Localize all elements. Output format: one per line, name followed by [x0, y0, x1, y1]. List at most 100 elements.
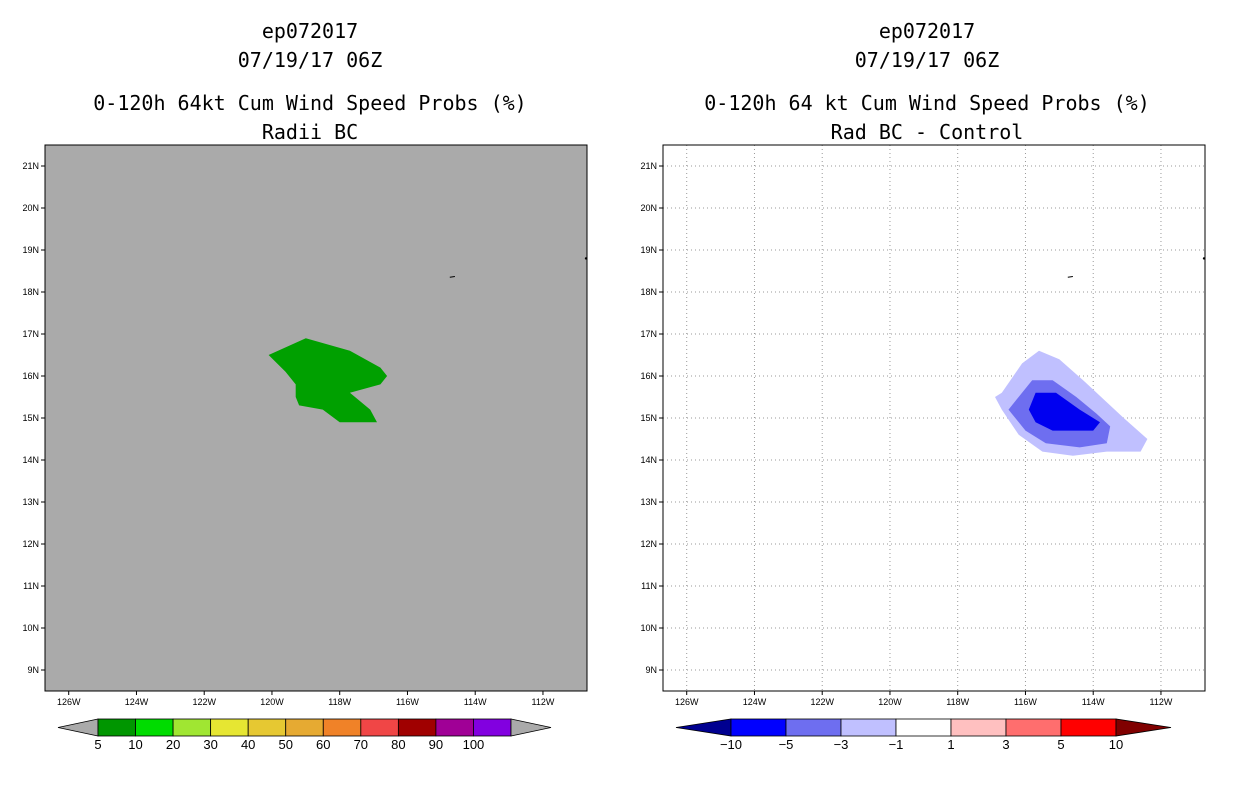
colorbar-label: −3: [834, 737, 849, 752]
colorbar-label: 100: [463, 737, 485, 752]
colorbar-label: 5: [94, 737, 101, 752]
colorbar-label: 3: [1002, 737, 1009, 752]
colorbar-swatch: [473, 718, 512, 737]
y-tick-label: 14N: [640, 455, 657, 465]
y-tick-label: 15N: [22, 413, 39, 423]
colorbar-over-triangle: [510, 718, 552, 737]
x-tick-label: 114W: [1082, 697, 1105, 707]
y-tick-label: 13N: [22, 497, 39, 507]
y-tick-label: 10N: [22, 623, 39, 633]
colorbar-under-triangle: [675, 718, 732, 737]
colorbar-swatch: [1060, 718, 1117, 737]
right-datetime: 07/19/17 06Z: [854, 48, 1000, 72]
y-tick-label: 13N: [640, 497, 657, 507]
colorbar-label: 50: [278, 737, 292, 752]
colorbar-label: 10: [128, 737, 142, 752]
colorbar-swatch: [950, 718, 1007, 737]
colorbar-swatch: [397, 718, 437, 737]
y-tick-label: 16N: [640, 371, 657, 381]
y-tick-label: 9N: [27, 665, 39, 675]
left-contour-5-10: [268, 338, 388, 423]
right-chart-title: 0-120h 64 kt Cum Wind Speed Probs (%): [704, 91, 1150, 115]
left-chart-subtitle: Radii BC: [261, 120, 359, 144]
colorbar-swatch: [172, 718, 212, 737]
y-tick-label: 15N: [640, 413, 657, 423]
y-tick-label: 20N: [640, 203, 657, 213]
colorbar-label: 1: [947, 737, 954, 752]
x-tick-label: 112W: [1150, 697, 1173, 707]
y-tick-label: 20N: [22, 203, 39, 213]
x-tick-label: 122W: [192, 697, 216, 707]
colorbar-swatch: [840, 718, 897, 737]
colorbar-label: −1: [889, 737, 904, 752]
colorbar-swatch: [97, 718, 136, 737]
right-map-panel: 126W 124W 122W 120W 118W 116W 114W 112W 21N 20N 19…: [640, 144, 1206, 707]
y-tick-label: 21N: [640, 161, 657, 171]
colorbar-label: 60: [316, 737, 330, 752]
x-tick-label: 112W: [532, 697, 555, 707]
left-datetime: 07/19/17 06Z: [237, 48, 383, 72]
island-marker: [1067, 275, 1073, 278]
x-tick-label: 126W: [675, 697, 699, 707]
y-tick-label: 17N: [22, 329, 39, 339]
colorbar-label: −5: [779, 737, 794, 752]
right-contour--10-to-5: [1028, 392, 1100, 431]
colorbar-swatch: [322, 718, 362, 737]
left-storm-id: ep072017: [261, 19, 359, 43]
y-tick-label: 18N: [22, 287, 39, 297]
x-tick-label: 124W: [743, 697, 767, 707]
island-marker: [449, 275, 455, 278]
colorbar-label: 80: [391, 737, 405, 752]
y-tick-label: 12N: [22, 539, 39, 549]
y-tick-label: 9N: [645, 665, 657, 675]
y-tick-label: 11N: [23, 581, 39, 591]
y-tick-label: 17N: [640, 329, 657, 339]
colorbar-swatch: [285, 718, 324, 737]
colorbar-label: 90: [429, 737, 443, 752]
x-tick-label: 126W: [57, 697, 81, 707]
y-tick-label: 19N: [22, 245, 39, 255]
y-tick-label: 21N: [22, 161, 39, 171]
x-tick-label: 122W: [810, 697, 834, 707]
right-colorbar: −10 −5 −3 −1 1 3 5 10: [675, 718, 1172, 752]
colorbar-label: 30: [203, 737, 217, 752]
x-tick-label: 124W: [125, 697, 149, 707]
x-tick-label: 116W: [1014, 697, 1037, 707]
colorbar-swatch: [1005, 718, 1062, 737]
left-chart-title: 0-120h 64kt Cum Wind Speed Probs (%): [93, 91, 527, 115]
colorbar-swatch: [135, 718, 174, 737]
x-tick-label: 116W: [396, 697, 419, 707]
left-map-background: [45, 145, 587, 691]
y-tick-label: 19N: [640, 245, 657, 255]
colorbar-swatch: [435, 718, 474, 737]
x-tick-label: 118W: [328, 697, 351, 707]
y-tick-label: 16N: [22, 371, 39, 381]
colorbar-label: −10: [720, 737, 742, 752]
colorbar-swatch: [785, 718, 842, 737]
left-map-panel: 126W 124W 122W 120W 118W 116W 114W 112W 21N 20N 19…: [22, 144, 588, 707]
y-tick-label: 14N: [22, 455, 39, 465]
colorbar-label: 10: [1109, 737, 1123, 752]
right-storm-id: ep072017: [878, 19, 976, 43]
x-tick-label: 120W: [878, 697, 902, 707]
colorbar-label: 20: [166, 737, 180, 752]
left-colorbar: 5 10 20 30 40 50 60 70 80 90 100: [57, 718, 552, 752]
colorbar-label: 40: [241, 737, 255, 752]
y-tick-label: 12N: [640, 539, 657, 549]
colorbar-over-triangle: [1115, 718, 1172, 737]
colorbar-swatch: [730, 718, 787, 737]
colorbar-label: 70: [354, 737, 368, 752]
x-tick-label: 118W: [946, 697, 969, 707]
colorbar-swatch: [360, 718, 399, 737]
y-tick-label: 10N: [640, 623, 657, 633]
colorbar-under-triangle: [57, 718, 99, 737]
y-tick-label: 11N: [641, 581, 657, 591]
colorbar-label: 5: [1057, 737, 1064, 752]
colorbar-swatch: [895, 718, 952, 737]
colorbar-swatch: [210, 718, 249, 737]
y-tick-label: 18N: [640, 287, 657, 297]
x-tick-label: 120W: [260, 697, 284, 707]
colorbar-swatch: [247, 718, 287, 737]
right-chart-subtitle: Rad BC - Control: [830, 120, 1024, 144]
